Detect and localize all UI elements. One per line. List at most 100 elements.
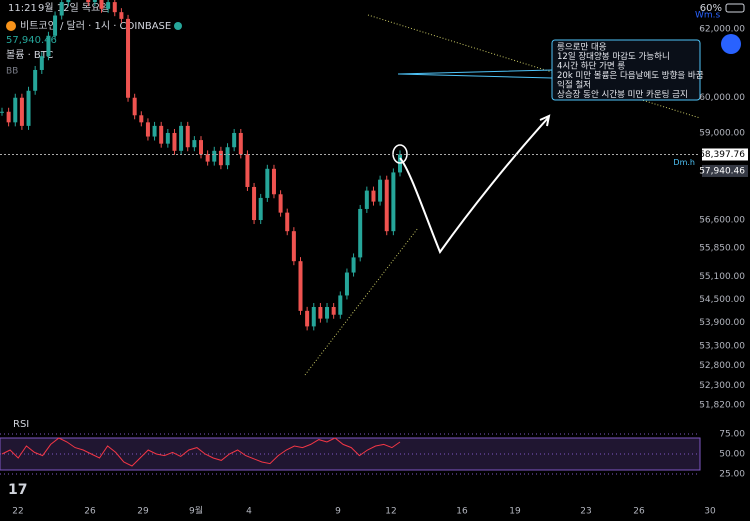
candle: [159, 125, 164, 144]
y-tick-label: 51,820.00: [699, 401, 745, 411]
candle: [278, 194, 283, 213]
x-tick-label: 9: [335, 507, 341, 517]
corner-label: Wm.s: [695, 11, 721, 21]
status-dot: [174, 22, 182, 30]
bb-label: BB: [6, 67, 18, 77]
battery-icon: [725, 3, 745, 13]
candle: [232, 132, 237, 148]
y-tick-label: 55,100.00: [699, 272, 745, 282]
candle: [311, 306, 316, 327]
candle: [391, 172, 396, 232]
x-tick-label: 19: [509, 507, 521, 517]
candle: [185, 125, 190, 148]
candle: [285, 212, 290, 232]
candle: [106, 2, 111, 9]
header-price: 57,940.46: [6, 35, 57, 46]
line-label: Dm.h: [673, 158, 695, 167]
candle: [172, 132, 177, 151]
candle: [384, 179, 389, 232]
volume-label: 볼륨 · BTC: [6, 49, 53, 61]
annotation-line: 상승장 동안 시간봉 미만 카운팅 금지: [557, 89, 688, 100]
candle: [218, 150, 223, 166]
y-tick-label: 60,000.00: [699, 93, 745, 103]
x-tick-label: 26: [84, 507, 96, 517]
x-tick-label: 26: [633, 507, 645, 517]
candle: [364, 190, 369, 209]
candle: [318, 306, 323, 319]
status-date: 9월 12일 목요일: [38, 2, 109, 14]
y-tick-label: 52,800.00: [699, 361, 745, 371]
annotation-box: [551, 39, 701, 101]
candle: [205, 154, 210, 162]
candle: [338, 295, 343, 315]
candle: [92, 0, 97, 3]
candle: [59, 2, 64, 16]
candle: [26, 90, 31, 126]
annotation-line: 12일 장대양봉 마감도 가능하니: [557, 51, 670, 62]
battery: 60%: [700, 3, 722, 14]
candle: [53, 15, 58, 36]
candle: [99, 0, 104, 9]
rsi-tick-label: 25.00: [719, 470, 745, 480]
candle: [199, 140, 203, 155]
candle: [291, 231, 296, 262]
x-tick-label: 12: [385, 507, 396, 517]
annotation-line: 롱으로만 대응: [557, 43, 607, 53]
x-tick-label: 23: [580, 507, 591, 517]
candle: [305, 310, 310, 327]
y-tick-label: 52,300.00: [699, 381, 745, 391]
candle: [378, 179, 383, 202]
candle: [371, 190, 376, 202]
rsi-tick-label: 50.00: [719, 450, 745, 460]
last-price-label: 57,940.46: [699, 166, 745, 176]
add-button[interactable]: [721, 34, 741, 54]
candle: [192, 140, 197, 148]
x-tick-label: 29: [137, 507, 149, 517]
rsi-line: [1, 437, 401, 467]
candle: [46, 35, 51, 57]
candle: [252, 186, 257, 221]
rsi-label: RSI: [13, 419, 29, 430]
candle: [331, 306, 336, 315]
candle: [225, 147, 230, 166]
candle: [112, 2, 117, 13]
logo: 17: [8, 482, 27, 498]
rsi-tick-label: 75.00: [719, 430, 745, 440]
candle: [325, 306, 330, 319]
y-tick-label: 54,500.00: [699, 295, 745, 305]
x-tick-label: 4: [246, 507, 252, 517]
x-tick-label: 9월: [189, 505, 203, 517]
candle: [238, 132, 243, 155]
candle: [265, 168, 270, 198]
last-price-tag: [702, 164, 748, 177]
candle: [351, 257, 356, 273]
candle: [298, 261, 303, 311]
trend-line: [304, 227, 419, 376]
x-tick-label: 22: [12, 507, 23, 517]
candle: [212, 150, 217, 162]
y-tick-label: 59,000.00: [699, 128, 745, 138]
y-tick-label: 53,900.00: [699, 318, 745, 328]
btc-icon: [6, 21, 16, 31]
x-tick-label: 16: [456, 507, 468, 517]
y-tick-label: 56,600.00: [699, 216, 745, 226]
candle: [126, 18, 131, 98]
candle: [13, 97, 18, 123]
annotation-line: 익절 철저: [557, 80, 591, 91]
candle: [66, 0, 71, 3]
candle: [258, 197, 263, 221]
candle: [39, 56, 44, 70]
annotation-line: 20k 미만 볼륨은 다음날에도 방향을 바꿈: [557, 70, 704, 81]
candle: [139, 115, 144, 123]
candle: [358, 208, 363, 258]
y-tick-label: 62,000.00: [699, 25, 745, 35]
price-tag-label: 58,397.76: [699, 150, 745, 160]
candle: [86, 0, 91, 3]
y-tick-label: 53,300.00: [699, 341, 745, 351]
candle: [19, 97, 24, 126]
y-tick-label: 55,850.00: [699, 243, 745, 253]
price-tag: [702, 148, 748, 161]
candle: [179, 125, 184, 151]
x-tick-label: 30: [704, 507, 716, 517]
